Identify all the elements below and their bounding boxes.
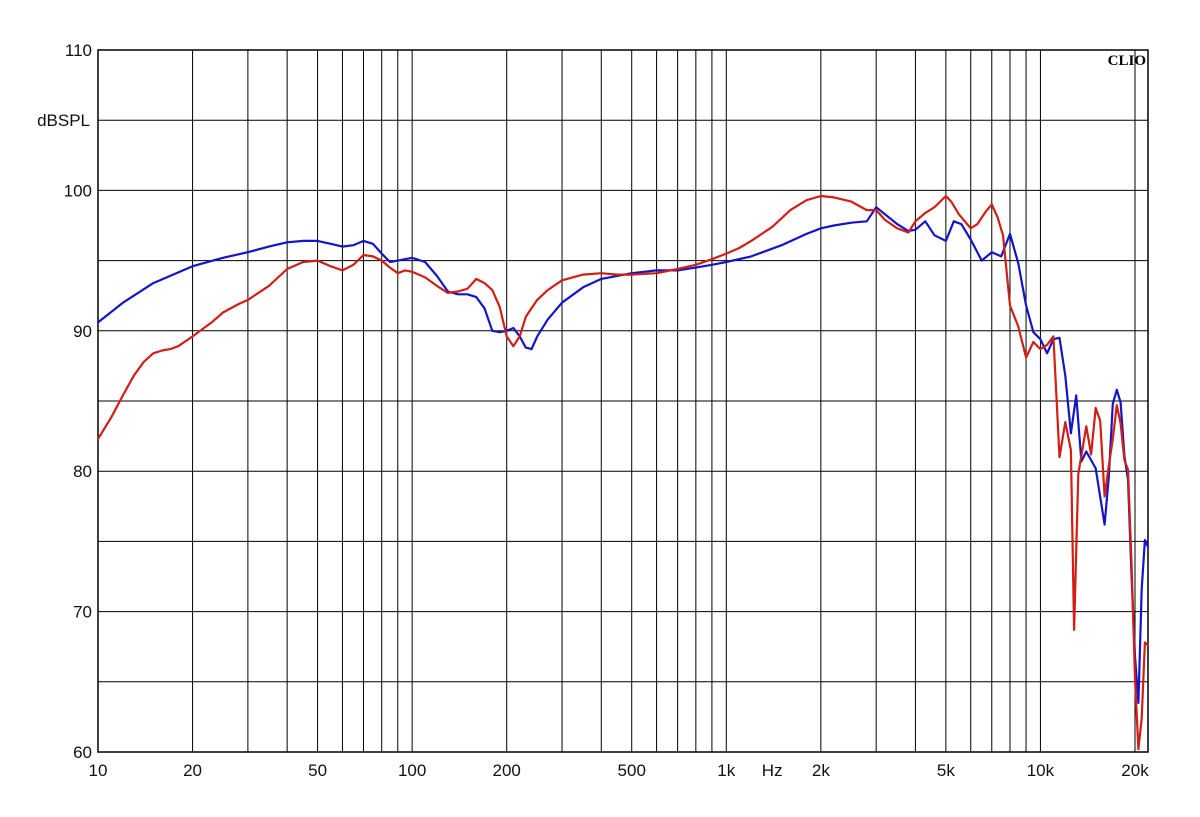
y-tick-label: 110 bbox=[65, 41, 92, 60]
y-tick-label: 90 bbox=[73, 322, 92, 341]
horizontal-gridlines bbox=[98, 119, 1148, 683]
x-tick-label: 5k bbox=[937, 761, 955, 780]
x-tick-labels: 10 20 50 100 200 500 1k 2k 5k 10k 20k bbox=[89, 761, 1150, 780]
y-tick-label: 70 bbox=[73, 603, 92, 622]
y-axis-label: dBSPL bbox=[37, 111, 90, 130]
y-tick-label: 80 bbox=[73, 462, 92, 481]
y-tick-labels: 60 70 80 90 100 110 bbox=[64, 41, 92, 762]
series-layer bbox=[96, 194, 1150, 751]
series-line-2 bbox=[96, 194, 1150, 751]
x-tick-label: 200 bbox=[493, 761, 521, 780]
series-line-1 bbox=[96, 206, 1150, 704]
y-tick-label: 100 bbox=[64, 181, 92, 200]
x-tick-label: 20k bbox=[1121, 761, 1149, 780]
x-tick-label: 20 bbox=[183, 761, 202, 780]
x-tick-label: 500 bbox=[618, 761, 646, 780]
x-tick-label: 100 bbox=[398, 761, 426, 780]
plot-frame bbox=[97, 49, 1149, 753]
x-tick-label: 1k bbox=[717, 761, 735, 780]
x-tick-label: 2k bbox=[812, 761, 830, 780]
x-tick-label: 10k bbox=[1027, 761, 1055, 780]
x-tick-label: 10 bbox=[89, 761, 108, 780]
y-tick-label: 60 bbox=[73, 743, 92, 762]
x-tick-label: 50 bbox=[308, 761, 327, 780]
x-axis-label: Hz bbox=[762, 761, 783, 780]
brand-label: CLIO bbox=[1108, 53, 1146, 69]
